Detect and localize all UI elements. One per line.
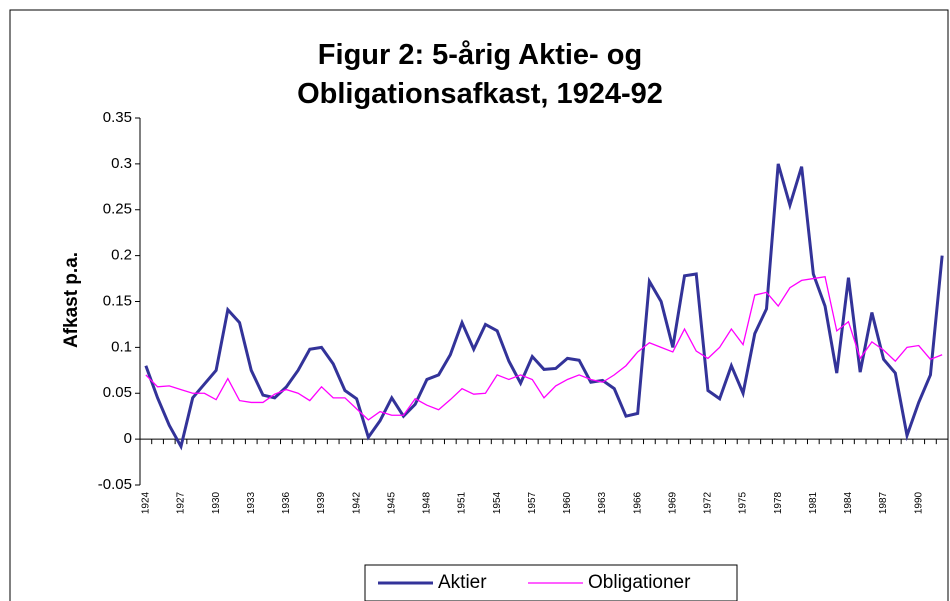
x-tick-label: 1951 — [457, 491, 468, 514]
x-tick-label: 1987 — [878, 491, 889, 514]
x-tick-label: 1978 — [773, 491, 784, 514]
x-tick-label: 1957 — [527, 491, 538, 514]
y-tick-label: 0 — [124, 430, 132, 447]
x-tick-label: 1945 — [386, 491, 397, 514]
x-tick-label: 1960 — [562, 491, 573, 514]
x-tick-label: 1990 — [913, 491, 924, 514]
y-tick-label: 0.2 — [111, 247, 132, 264]
x-tick-label: 1930 — [211, 491, 222, 514]
y-tick-label: 0.25 — [103, 201, 132, 218]
y-tick-label: -0.05 — [98, 476, 132, 493]
legend-label: Obligationer — [588, 572, 691, 593]
series-line — [144, 163, 944, 451]
x-tick-label: 1981 — [808, 491, 819, 514]
x-tick-label: 1948 — [422, 491, 433, 514]
y-tick-label: 0.35 — [103, 109, 132, 126]
series-line — [145, 275, 943, 421]
y-axis-label: Afkast p.a. — [61, 252, 82, 348]
x-tick-label: 1954 — [492, 491, 503, 514]
x-tick-label: 1939 — [316, 491, 327, 514]
x-tick-label: 1927 — [176, 491, 187, 514]
x-tick-label: 1963 — [597, 491, 608, 514]
y-tick-label: 0.05 — [103, 384, 132, 401]
x-tick-label: 1933 — [246, 491, 257, 514]
chart-border — [9, 9, 949, 601]
x-tick-label: 1936 — [281, 491, 292, 514]
x-tick-label: 1942 — [351, 491, 362, 514]
y-tick-label: 0.1 — [111, 338, 132, 355]
x-tick-label: 1969 — [667, 491, 678, 514]
y-tick-label: 0.3 — [111, 155, 132, 172]
legend-label: Aktier — [438, 572, 487, 593]
x-tick-label: 1972 — [703, 491, 714, 514]
x-tick-label: 1984 — [843, 491, 854, 514]
x-tick-label: 1924 — [140, 491, 151, 514]
chart-title: Figur 2: 5-årig Aktie- og Obligationsafk… — [297, 39, 663, 110]
y-tick-label: 0.15 — [103, 292, 132, 309]
x-tick-label: 1966 — [632, 491, 643, 514]
x-tick-label: 1975 — [738, 491, 749, 514]
